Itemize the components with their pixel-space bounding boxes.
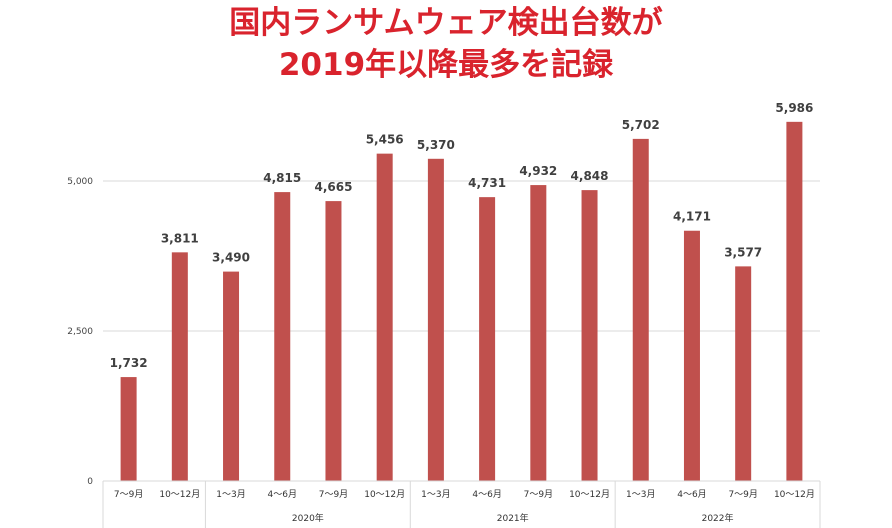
x-group-label: 2022年 [702,512,734,524]
x-group-label: 2021年 [497,512,529,524]
y-tick-label: 2,500 [67,327,93,337]
x-tick-label: 4～6月 [268,489,297,500]
x-tick-label: 10～12月 [569,489,610,500]
bar [427,158,444,482]
data-label: 5,702 [622,118,660,132]
bar [786,121,803,481]
x-tick-label: 7～9月 [319,489,348,500]
data-label: 3,577 [724,245,762,259]
bar [479,197,496,481]
bar [223,271,240,481]
bar [171,252,188,481]
x-tick-label: 7～9月 [114,489,143,500]
x-tick-label: 10～12月 [159,489,200,500]
bar [683,230,700,481]
x-tick-label: 1～3月 [216,489,245,500]
data-label: 4,932 [519,164,557,178]
title-line-2: 2019年以降最多を記録 [278,47,614,83]
x-tick-label: 4～6月 [677,489,706,500]
data-label: 4,815 [263,171,301,185]
bar [735,266,752,481]
x-tick-label: 4～6月 [472,489,501,500]
x-tick-label: 10～12月 [774,489,815,500]
bar [632,138,649,481]
bar [376,153,393,481]
data-label: 5,370 [417,138,455,152]
x-tick-label: 1～3月 [421,489,450,500]
bar [325,201,342,481]
x-tick-label: 1～3月 [626,489,655,500]
bar [120,377,137,481]
chart-title: 国内ランサムウェア検出台数が 2019年以降最多を記録 [0,2,892,86]
title-line-1: 国内ランサムウェア検出台数が [229,5,663,41]
y-tick-label: 0 [87,477,93,487]
x-tick-label: 7～9月 [728,489,757,500]
data-label: 4,731 [468,176,506,190]
data-label: 4,848 [571,169,609,183]
x-group-label: 2020年 [292,512,324,524]
bar [530,185,547,481]
data-label: 1,732 [110,356,148,370]
bar [581,190,598,481]
data-label: 5,456 [366,133,404,147]
data-label: 3,811 [161,231,199,245]
x-tick-label: 7～9月 [524,489,553,500]
bar [274,192,291,481]
y-tick-label: 5,000 [67,177,93,187]
data-label: 3,490 [212,251,250,265]
data-label: 4,665 [314,180,352,194]
data-label: 5,986 [775,101,813,115]
x-tick-label: 10～12月 [364,489,405,500]
data-label: 4,171 [673,210,711,224]
